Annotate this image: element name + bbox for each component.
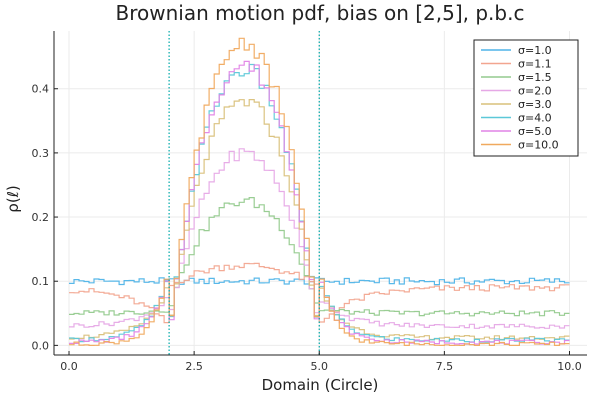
legend-entry: σ=2.0 [518,85,552,98]
x-tick-label: 5.0 [310,360,328,373]
x-tick-label: 0.0 [60,360,78,373]
y-tick-label: 0.2 [32,211,50,224]
y-tick-label: 0.4 [32,83,50,96]
legend-box [473,39,579,157]
y-tick-label: 0.1 [32,275,50,288]
legend-entry: σ=5.0 [518,125,552,138]
chart-title: Brownian motion pdf, bias on [2,5], p.b.… [116,1,525,25]
legend-entry: σ=1.1 [518,58,552,71]
series-line [69,37,570,346]
legend-entry: σ=10.0 [518,139,559,152]
x-tick-label: 10.0 [557,360,582,373]
legend-entry: σ=1.0 [518,44,552,57]
y-tick-label: 0.0 [32,339,50,352]
y-axis-label: ρ(ℓ) [4,185,22,212]
legend-entry: σ=4.0 [518,112,552,125]
x-tick-label: 2.5 [185,360,203,373]
legend-entry: σ=1.5 [518,71,552,84]
plot-area: 0.0 2.5 5.0 7.5 10.0 0.0 0.1 0.2 0.3 0.4 [32,31,587,373]
legend: σ=1.0σ=1.1σ=1.5σ=2.0σ=3.0σ=4.0σ=5.0σ=10.… [473,39,579,157]
x-tick-label: 7.5 [436,360,454,373]
x-axis-label: Domain (Circle) [262,376,379,394]
y-tick-label: 0.3 [32,147,50,160]
legend-entry: σ=3.0 [518,98,552,111]
